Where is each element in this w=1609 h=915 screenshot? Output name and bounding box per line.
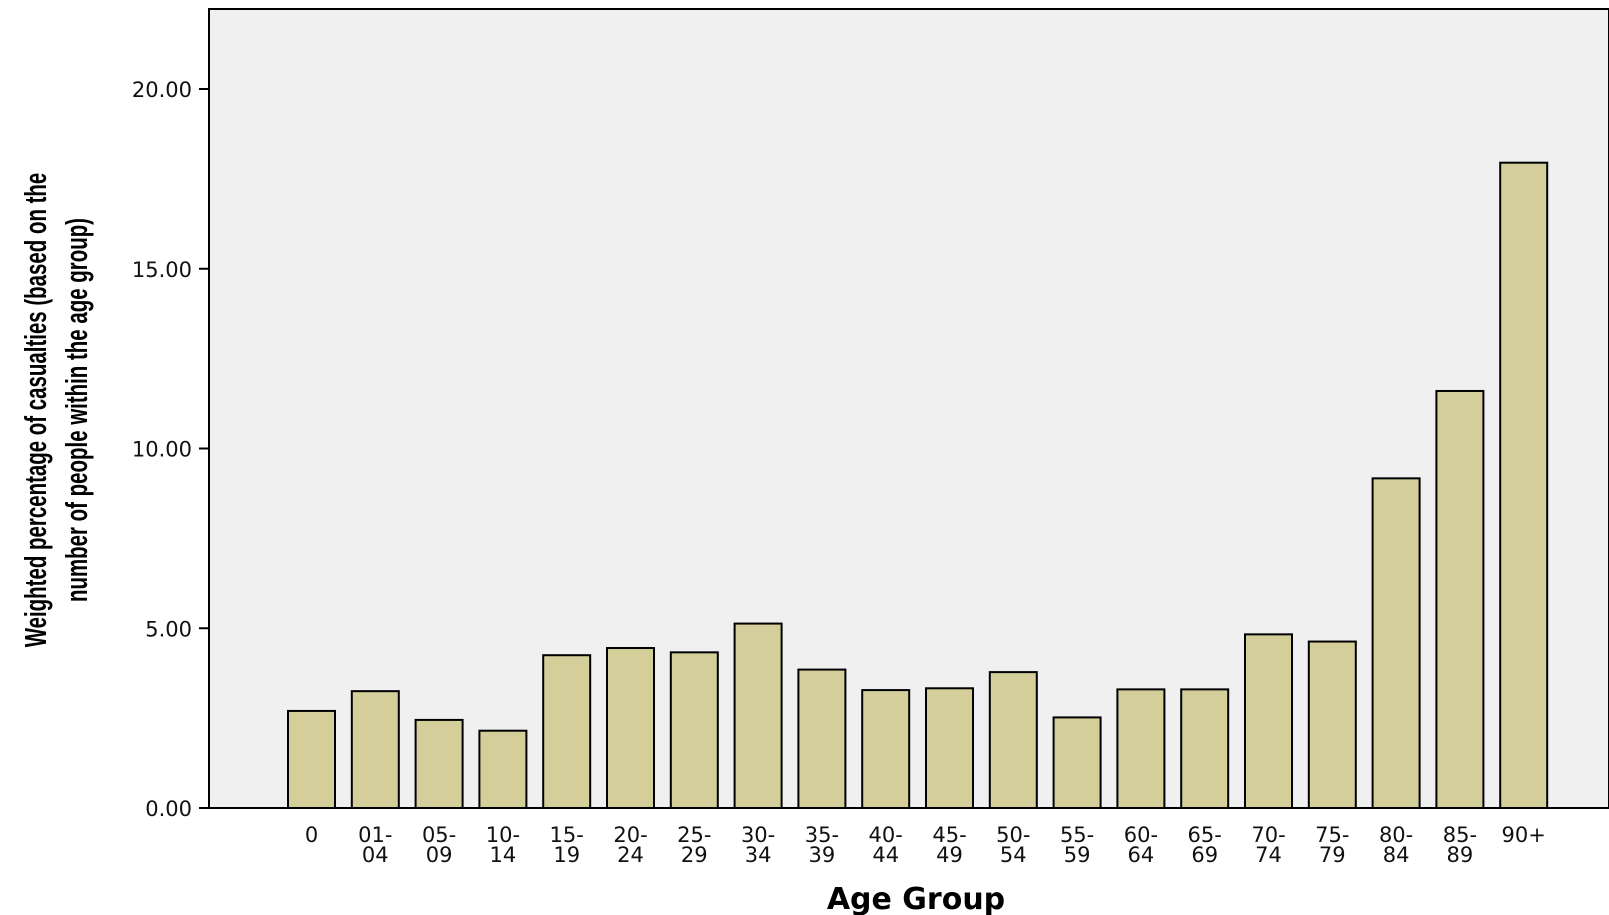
x-tick-label-line: 0 xyxy=(305,823,318,847)
x-tick-label-line: 49 xyxy=(936,843,963,867)
x-tick-label-line: 59 xyxy=(1064,843,1091,867)
y-tick-label: 15.00 xyxy=(132,258,192,282)
bar xyxy=(797,668,847,810)
bar xyxy=(988,671,1038,810)
x-axis-ticks: 0 01-0405-0910-1415-1920-2425-2930-3435-3… xyxy=(305,823,1546,867)
x-tick-label-line: 89 xyxy=(1447,843,1474,867)
x-tick-label-line: 79 xyxy=(1319,843,1346,867)
x-tick-label-line: 29 xyxy=(681,843,708,867)
x-tick-label-line: 60- xyxy=(1124,823,1158,847)
x-tick-label: 75-79 xyxy=(1315,823,1349,867)
bar xyxy=(1052,716,1102,810)
x-tick-label: 05-09 xyxy=(422,823,456,867)
x-tick-label-line: 35- xyxy=(805,823,839,847)
x-tick-label-line: 09 xyxy=(426,843,453,867)
y-axis-title: Weighted percentage of casualties (based… xyxy=(18,173,94,648)
x-tick-label-line: 10- xyxy=(486,823,520,847)
x-tick-label-line: 40- xyxy=(869,823,903,847)
x-tick-label-line: 70- xyxy=(1251,823,1285,847)
bar xyxy=(861,689,911,809)
x-tick-label-line: 05- xyxy=(422,823,456,847)
y-tick-label: 20.00 xyxy=(132,78,192,102)
x-tick-label-line: 04 xyxy=(362,843,389,867)
x-tick-label-line: 74 xyxy=(1255,843,1282,867)
bar xyxy=(733,622,783,809)
bar xyxy=(606,647,655,810)
x-tick-label-line: 50- xyxy=(996,823,1030,847)
x-tick-label-line: 84 xyxy=(1383,843,1410,867)
y-tick-label: 5.00 xyxy=(145,617,192,641)
x-tick-label: 0 xyxy=(305,823,318,847)
bar xyxy=(1116,688,1166,809)
x-tick-label: 20-24 xyxy=(613,823,647,867)
y-tick-label: 10.00 xyxy=(132,438,192,462)
bar xyxy=(414,718,464,809)
x-tick-label-line: 64 xyxy=(1128,843,1155,867)
bar xyxy=(542,654,592,810)
bar xyxy=(669,651,719,809)
x-tick-label: 80-84 xyxy=(1379,823,1413,867)
x-tick-label-line: 75- xyxy=(1315,823,1349,847)
x-tick-label-line: 15- xyxy=(550,823,584,847)
y-tick-label: 0.00 xyxy=(145,797,192,821)
x-tick-label-line: 20- xyxy=(613,823,647,847)
x-tick-label: 10-14 xyxy=(486,823,520,867)
x-tick-label: 55-59 xyxy=(1060,823,1094,867)
x-tick-label-line: 69 xyxy=(1191,843,1218,867)
x-tick-label-line: 44 xyxy=(872,843,899,867)
bar xyxy=(1307,640,1357,810)
x-tick-label-line: 45- xyxy=(932,823,966,847)
x-tick-label: 70-74 xyxy=(1251,823,1285,867)
x-tick-label: 85-89 xyxy=(1443,823,1477,867)
x-tick-label: 30-34 xyxy=(741,823,775,867)
x-tick-label-line: 85- xyxy=(1443,823,1477,847)
x-tick-label-line: 39 xyxy=(809,843,836,867)
bar xyxy=(350,690,400,809)
x-tick-label: 01-04 xyxy=(358,823,392,867)
bar xyxy=(1371,477,1421,809)
x-tick-label-line: 01- xyxy=(358,823,392,847)
x-tick-label-line: 24 xyxy=(617,843,644,867)
y-axis-title-line-2: number of people within the age group) xyxy=(59,218,94,602)
bar xyxy=(1244,633,1293,810)
x-tick-label: 45-49 xyxy=(932,823,966,867)
bar xyxy=(1180,688,1230,809)
x-tick-label: 50-54 xyxy=(996,823,1030,867)
x-tick-label-line: 54 xyxy=(1000,843,1027,867)
x-tick-label-line: 34 xyxy=(745,843,772,867)
x-tick-label: 60-64 xyxy=(1124,823,1158,867)
x-tick-label-line: 25- xyxy=(677,823,711,847)
bar xyxy=(478,729,528,810)
x-tick-label-line: 30- xyxy=(741,823,775,847)
x-tick-label: 40-44 xyxy=(869,823,903,867)
bar xyxy=(925,687,974,809)
bar xyxy=(1499,161,1549,809)
x-tick-label-line: 55- xyxy=(1060,823,1094,847)
x-tick-label: 15-19 xyxy=(550,823,584,867)
x-tick-label-line: 19 xyxy=(553,843,580,867)
x-tick-label: 35-39 xyxy=(805,823,839,867)
x-tick-label-line: 65- xyxy=(1188,823,1222,847)
x-tick-label: 65-69 xyxy=(1188,823,1222,867)
x-tick-label-line: 14 xyxy=(490,843,517,867)
x-tick-label-line: 80- xyxy=(1379,823,1413,847)
bars xyxy=(287,161,1549,810)
x-tick-label: 90+ xyxy=(1502,823,1546,847)
bar xyxy=(287,709,336,809)
x-tick-label-line: 90+ xyxy=(1502,823,1546,847)
y-axis-title-line-1: Weighted percentage of casualties (based… xyxy=(18,173,53,648)
x-tick-label: 25-29 xyxy=(677,823,711,867)
x-axis-title: Age Group xyxy=(827,882,1005,915)
bar xyxy=(1435,389,1485,809)
y-axis-ticks: 0.00 5.00 10.00 15.00 20.00 xyxy=(132,78,209,821)
